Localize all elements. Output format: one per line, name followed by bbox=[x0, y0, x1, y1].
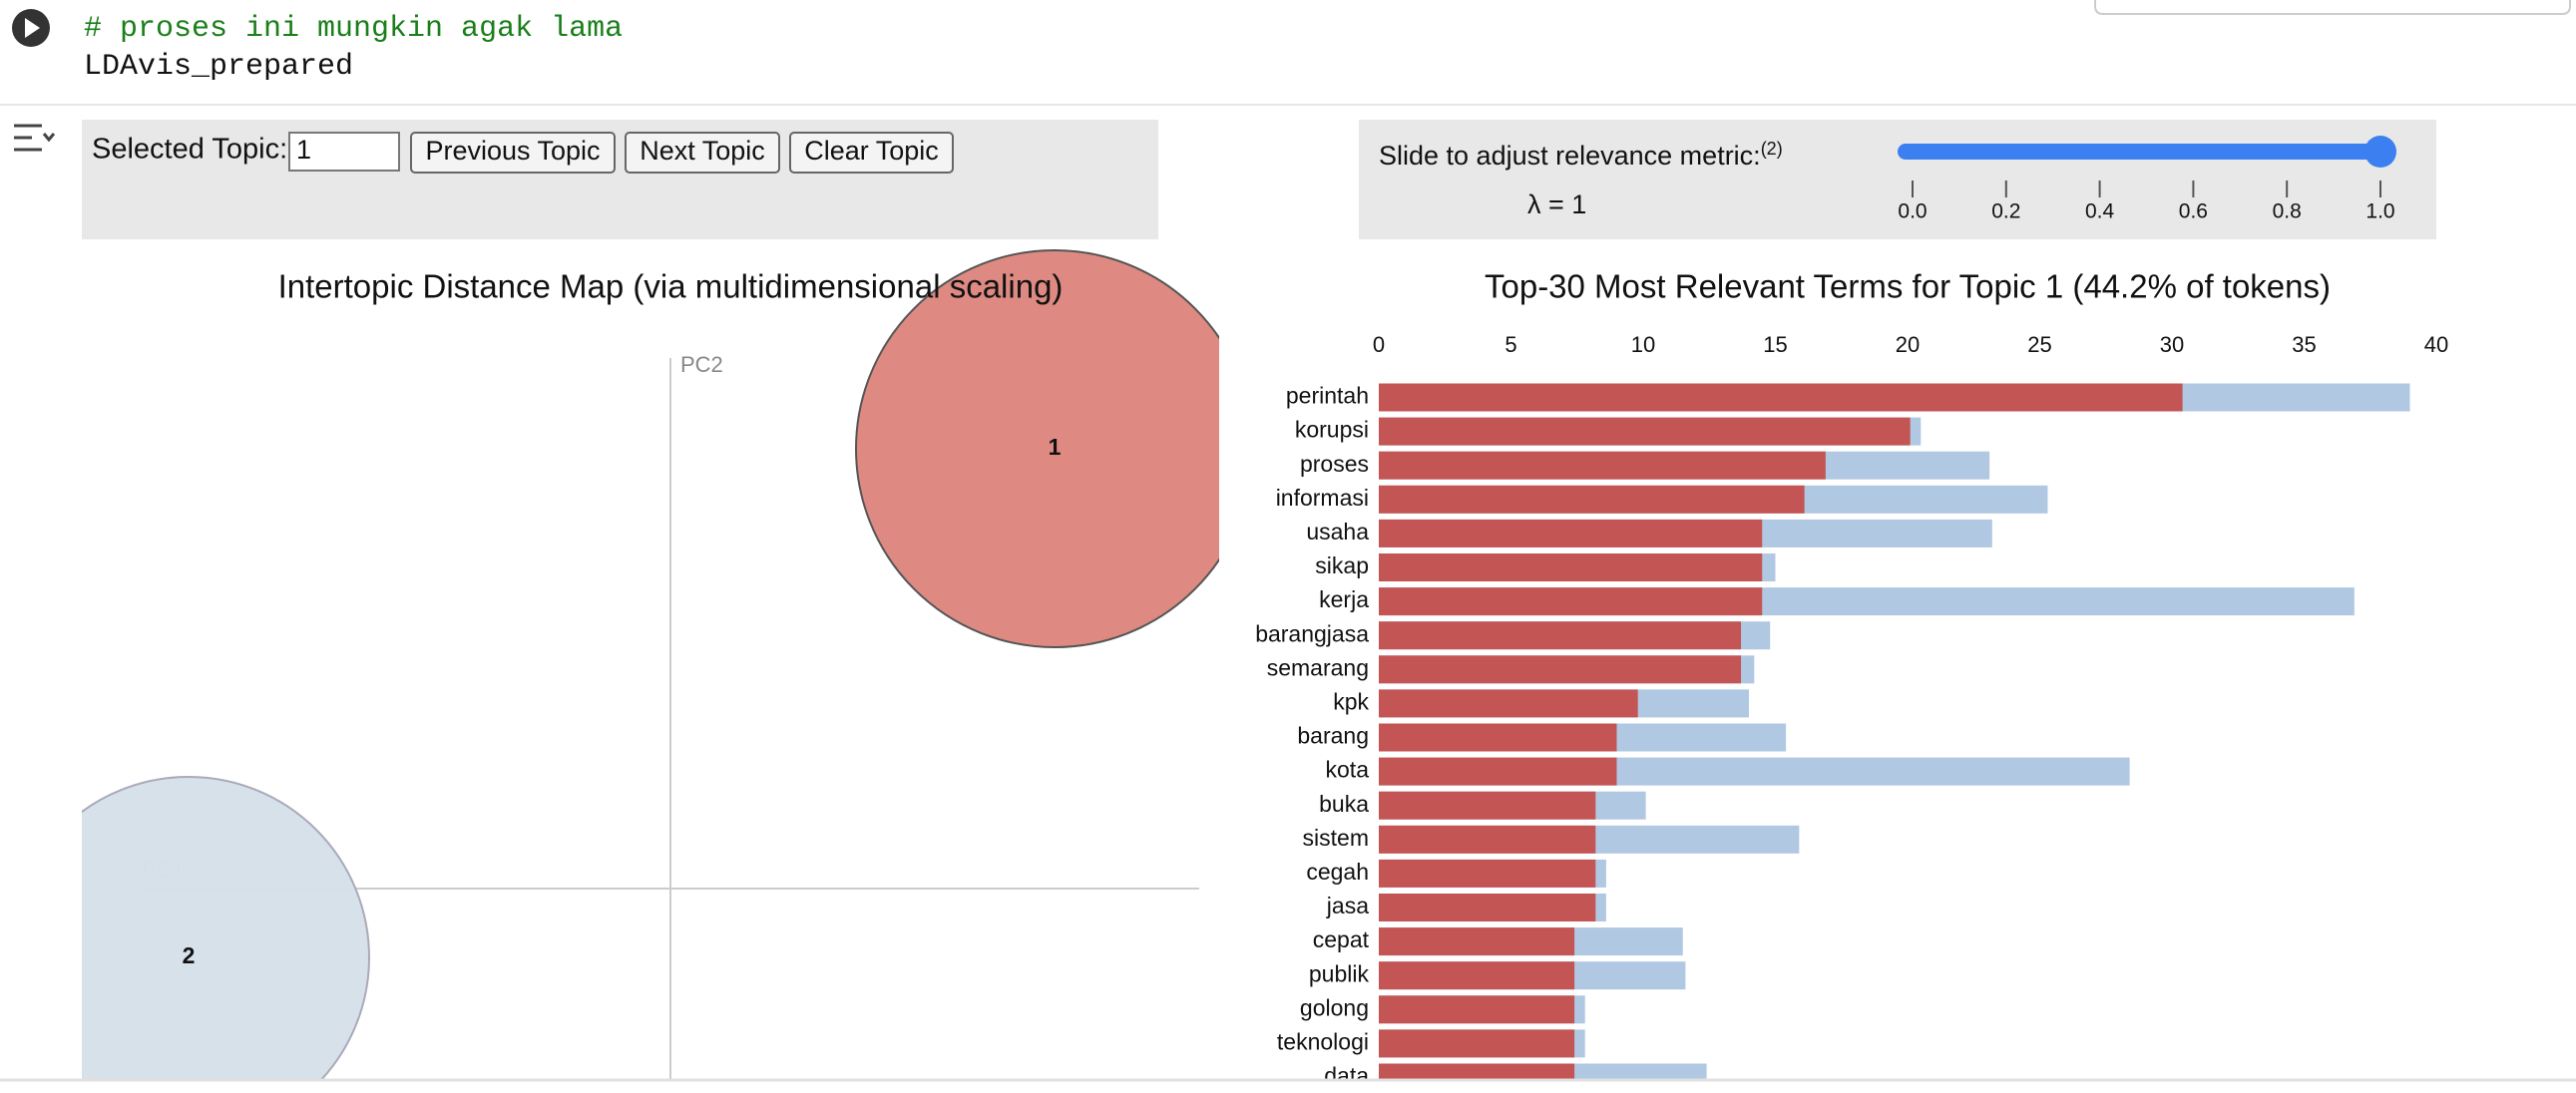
slider-tick-label: 0.2 bbox=[1991, 200, 2020, 223]
term-label: golong bbox=[1300, 994, 1369, 1020]
topic-bubble[interactable] bbox=[8, 776, 370, 1093]
term-bar[interactable] bbox=[1379, 995, 1575, 1024]
term-label: perintah bbox=[1286, 383, 1369, 409]
term-label: proses bbox=[1300, 451, 1369, 477]
slider-footnote: (2) bbox=[1761, 139, 1783, 159]
term-bar[interactable] bbox=[1379, 383, 2183, 412]
topic-bubble-label: 2 bbox=[183, 942, 196, 968]
term-bar[interactable] bbox=[1379, 791, 1596, 820]
term-bar[interactable] bbox=[1379, 1029, 1575, 1058]
button-label[interactable]: Next Topic bbox=[640, 136, 765, 166]
term-label: semarang bbox=[1267, 654, 1369, 680]
pc2-label: PC2 bbox=[680, 352, 723, 377]
slider-tick-label: 0.6 bbox=[2179, 200, 2208, 223]
slider-knob[interactable] bbox=[2364, 136, 2396, 168]
slider-panel bbox=[1359, 120, 2436, 239]
x-tick-label: 25 bbox=[2027, 332, 2051, 357]
term-label: publik bbox=[1309, 960, 1370, 986]
bar-title: Top-30 Most Relevant Terms for Topic 1 (… bbox=[1485, 268, 2331, 305]
popup-edge bbox=[2094, 0, 2571, 15]
term-label: sistem bbox=[1303, 825, 1369, 851]
x-tick-label: 20 bbox=[1896, 332, 1920, 357]
term-label: jasa bbox=[1326, 893, 1369, 918]
topic-map: PC1PC212 bbox=[8, 249, 1253, 1093]
term-label: barangjasa bbox=[1255, 620, 1369, 646]
output-icon[interactable] bbox=[14, 124, 56, 152]
x-tick-label: 15 bbox=[1763, 332, 1787, 357]
term-label: kpk bbox=[1333, 688, 1369, 714]
topic-bubble-label: 1 bbox=[1049, 434, 1062, 460]
x-tick-label: 30 bbox=[2160, 332, 2184, 357]
term-bar[interactable] bbox=[1379, 553, 1763, 581]
topic-panel bbox=[82, 120, 1158, 239]
term-bar[interactable] bbox=[1379, 485, 1805, 514]
term-bar[interactable] bbox=[1379, 825, 1596, 854]
topic-input-value: 1 bbox=[296, 135, 311, 165]
button[interactable] bbox=[410, 132, 616, 174]
button[interactable] bbox=[625, 132, 780, 174]
slider-tick-label: 0.0 bbox=[1898, 200, 1927, 223]
x-tick-label: 5 bbox=[1504, 332, 1516, 357]
term-label: informasi bbox=[1276, 485, 1369, 511]
term-label: cegah bbox=[1306, 859, 1369, 885]
x-tick-label: 40 bbox=[2424, 332, 2448, 357]
term-bar[interactable] bbox=[1379, 689, 1638, 718]
x-tick-label: 0 bbox=[1373, 332, 1385, 357]
x-tick-label: 10 bbox=[1631, 332, 1655, 357]
selected-topic-label: Selected Topic: bbox=[92, 134, 287, 166]
button[interactable] bbox=[789, 132, 954, 174]
code-comment: # proses ini mungkin agak lama bbox=[84, 12, 623, 46]
topic-input[interactable] bbox=[288, 132, 400, 172]
term-bar[interactable] bbox=[1379, 451, 1826, 480]
button-label[interactable]: Clear Topic bbox=[804, 136, 939, 166]
slider-label-text: Slide to adjust relevance metric: bbox=[1379, 141, 1761, 171]
term-label: sikap bbox=[1315, 552, 1369, 578]
term-bar[interactable] bbox=[1379, 417, 1911, 446]
term-bar[interactable] bbox=[1379, 621, 1742, 650]
topic-bubble[interactable] bbox=[855, 249, 1253, 648]
term-label: barang bbox=[1297, 723, 1369, 749]
term-label: usaha bbox=[1306, 519, 1369, 545]
term-bar[interactable] bbox=[1379, 927, 1575, 956]
term-bar[interactable] bbox=[1379, 655, 1742, 684]
slider-tick-label: 0.8 bbox=[2273, 200, 2302, 223]
term-bar[interactable] bbox=[1379, 757, 1617, 786]
slider-tick-label: 0.4 bbox=[2085, 200, 2115, 223]
x-tick-label: 35 bbox=[2292, 332, 2316, 357]
code-line: LDAvis_prepared bbox=[84, 50, 353, 84]
run-icon bbox=[25, 18, 40, 38]
term-label: cepat bbox=[1313, 926, 1370, 952]
term-bar[interactable] bbox=[1379, 859, 1596, 888]
term-bar[interactable] bbox=[1379, 587, 1763, 616]
lambda-label: λ = 1 bbox=[1527, 189, 1586, 219]
button-label[interactable]: Previous Topic bbox=[425, 136, 600, 166]
term-label: data bbox=[1324, 1063, 1369, 1089]
term-label: teknologi bbox=[1277, 1028, 1369, 1054]
term-label: korupsi bbox=[1295, 417, 1369, 443]
term-bar[interactable] bbox=[1379, 961, 1575, 990]
term-label: kerja bbox=[1319, 586, 1369, 612]
term-bar[interactable] bbox=[1379, 519, 1763, 547]
slider-tick-label: 1.0 bbox=[2365, 200, 2394, 223]
term-label: kota bbox=[1326, 757, 1370, 783]
term-bar[interactable] bbox=[1379, 894, 1596, 921]
term-bar[interactable] bbox=[1379, 723, 1617, 752]
slider-label: Slide to adjust relevance metric:(2) bbox=[1379, 139, 1783, 171]
term-label: buka bbox=[1319, 791, 1369, 817]
map-title: Intertopic Distance Map (via multidimens… bbox=[278, 268, 1064, 305]
term-bar[interactable] bbox=[1379, 1063, 1575, 1092]
